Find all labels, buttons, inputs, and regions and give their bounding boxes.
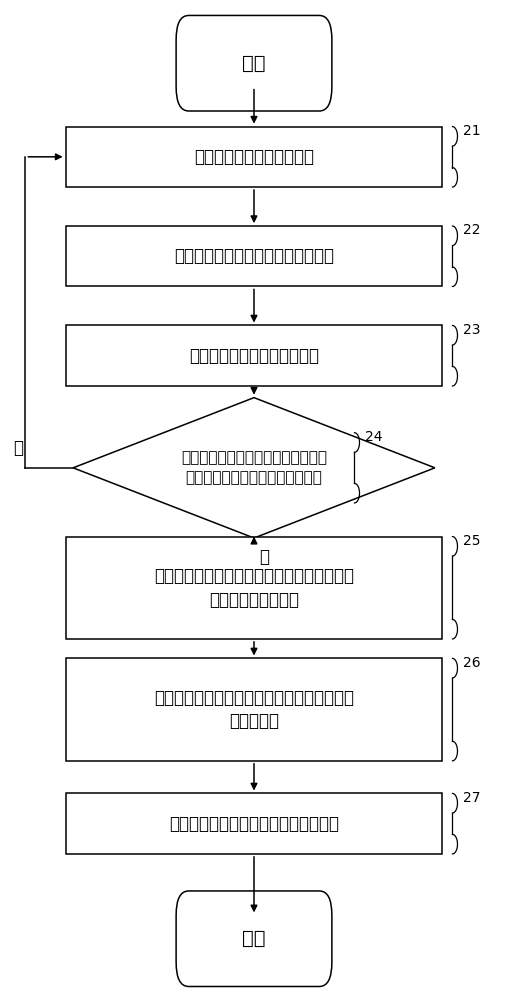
Text: 24: 24	[365, 430, 382, 444]
Text: 根据差値的大小，控制喂头对该植物进行对应
水量的喂洒: 根据差値的大小，控制喂头对该植物进行对应 水量的喂洒	[154, 689, 354, 730]
Text: 开始: 开始	[242, 54, 266, 73]
FancyBboxPatch shape	[66, 537, 442, 639]
Text: 26: 26	[462, 656, 480, 670]
Text: 否: 否	[13, 439, 23, 457]
FancyBboxPatch shape	[66, 658, 442, 761]
Polygon shape	[73, 398, 435, 538]
FancyBboxPatch shape	[66, 793, 442, 854]
Text: 对应水量的喂洒后，控制喂头进行关闭: 对应水量的喂洒后，控制喂头进行关闭	[169, 815, 339, 833]
FancyBboxPatch shape	[66, 226, 442, 286]
FancyBboxPatch shape	[176, 891, 332, 986]
Text: 检测植物所处土壤环境湿度: 检测植物所处土壤环境湿度	[194, 148, 314, 166]
FancyBboxPatch shape	[176, 15, 332, 111]
Text: 是: 是	[259, 548, 269, 566]
Text: 25: 25	[462, 534, 480, 548]
Text: 21: 21	[462, 124, 480, 138]
Text: 检测的植物所处土壤环境湿度値是否
小于存储的适宜湿度値范围最小値: 检测的植物所处土壤环境湿度値是否 小于存储的适宜湿度値范围最小値	[181, 450, 327, 485]
Text: 23: 23	[462, 323, 480, 337]
Text: 调取存储的该植物适宜湿度値: 调取存储的该植物适宜湿度値	[189, 347, 319, 365]
Text: 22: 22	[462, 223, 480, 237]
FancyBboxPatch shape	[66, 127, 442, 187]
Text: 接收检测植物所处土壤环境湿度数据: 接收检测植物所处土壤环境湿度数据	[174, 247, 334, 265]
Text: 27: 27	[462, 791, 480, 805]
Text: 计算出检测的土壤环境湿度与存储的适宜湿度
范围値的中间値差値: 计算出检测的土壤环境湿度与存储的适宜湿度 范围値的中间値差値	[154, 567, 354, 609]
FancyBboxPatch shape	[66, 325, 442, 386]
Text: 结束: 结束	[242, 929, 266, 948]
